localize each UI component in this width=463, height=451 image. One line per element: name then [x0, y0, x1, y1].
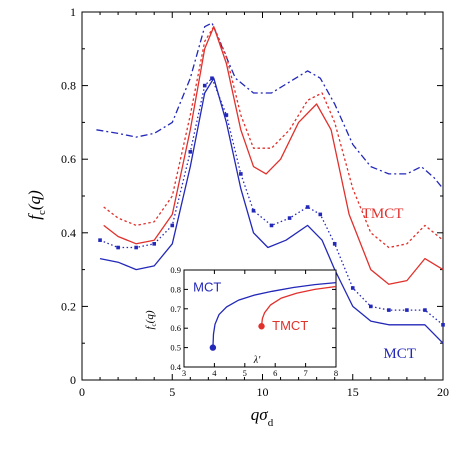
- x-axis-label-sub: d: [268, 417, 274, 429]
- inset-x-tick-label: 8: [334, 368, 338, 378]
- y-tick-label: 0.4: [61, 226, 76, 240]
- x-axis-label: qσd: [251, 405, 274, 429]
- series-2-line: [103, 26, 444, 285]
- inset-x-tick-label: 5: [243, 368, 247, 378]
- series-3-marker: [332, 242, 337, 246]
- inset-y-tick-label: 0.9: [170, 265, 181, 275]
- series-3-marker: [441, 323, 445, 327]
- x-tick-label: 5: [169, 385, 175, 399]
- y-tick-label: 1: [70, 5, 76, 19]
- inset-y-tick-label: 0.7: [170, 304, 181, 314]
- inset-frame: [183, 269, 337, 368]
- inset-series-1-line: [260, 285, 337, 327]
- inset-annotation-mct: MCT: [193, 279, 221, 294]
- series-3-marker: [423, 308, 427, 312]
- series-3-marker: [287, 216, 292, 220]
- series-3-marker: [170, 223, 175, 228]
- x-tick-label: 0: [79, 385, 85, 399]
- series-0-line: [96, 22, 444, 190]
- series-1-line: [103, 26, 444, 249]
- series-3-marker: [98, 238, 102, 242]
- y-axis-label-sub: c: [36, 210, 48, 215]
- inset-y-axis-label-part: c: [150, 323, 158, 326]
- y-axis-label: fc(q): [25, 190, 48, 220]
- series-3-marker: [188, 150, 193, 154]
- x-tick-label: 20: [437, 385, 449, 399]
- series-3-marker: [387, 308, 391, 312]
- series-3-marker: [405, 308, 409, 312]
- inset-y-tick-label: 0.5: [170, 343, 181, 353]
- series-3-marker: [202, 83, 207, 88]
- x-tick-label: 10: [257, 385, 269, 399]
- series-3-marker: [318, 212, 323, 217]
- y-axis-label-arg: (q): [25, 190, 44, 210]
- inset-y-tick-label: 0.8: [170, 284, 181, 294]
- annotation-mct: MCT: [383, 346, 416, 362]
- inset-series-0-line: [212, 281, 337, 348]
- inset-series-0-endpoint: [209, 344, 217, 351]
- inset-x-tick-label: 4: [212, 368, 217, 378]
- y-tick-label: 0.8: [61, 79, 76, 93]
- series-3-marker: [152, 242, 156, 246]
- y-axis-label-main: f: [25, 213, 44, 220]
- inset-x-axis-label: λ': [253, 355, 261, 366]
- inset-y-axis-label-part: f: [144, 325, 156, 330]
- series-3-marker: [350, 286, 355, 290]
- series-3-marker: [369, 304, 373, 309]
- series-3-marker: [210, 76, 214, 81]
- series-3-marker: [134, 245, 138, 250]
- inset-y-axis-label-part: (q): [144, 310, 156, 323]
- series-3-marker: [224, 113, 229, 117]
- series-3-marker: [305, 205, 310, 209]
- x-tick-label: 15: [347, 385, 359, 399]
- inset-x-tick-label: 7: [303, 368, 307, 378]
- inset-y-axis-label: fc(q): [144, 310, 158, 329]
- inset-x-tick-label: 3: [182, 368, 186, 378]
- inset-y-tick-label: 0.4: [170, 362, 181, 372]
- series-3-marker: [239, 172, 243, 176]
- y-tick-label: 0.2: [61, 299, 76, 313]
- x-axis-label-main: qσ: [251, 405, 269, 424]
- inset-series-1-endpoint: [258, 323, 265, 330]
- series-3-marker: [116, 245, 120, 250]
- series-3-marker: [251, 208, 256, 213]
- series-3-marker: [269, 223, 274, 228]
- y-tick-label: 0.6: [61, 152, 76, 166]
- inset-y-tick-label: 0.6: [170, 323, 181, 333]
- series-4-line: [99, 77, 444, 344]
- inset-annotation-tmct: TMCT: [272, 318, 308, 333]
- annotation-tmct: TMCT: [362, 206, 404, 222]
- inset-x-tick-label: 6: [273, 368, 277, 378]
- y-tick-label: 0: [70, 373, 76, 387]
- inset-chart: 3 4 5 6 7 8 0.4 0.5 0.6 0.7 0.8 0.9 λ' fc(q) MCT TMCT: [144, 265, 338, 378]
- series-3-line: [99, 77, 444, 326]
